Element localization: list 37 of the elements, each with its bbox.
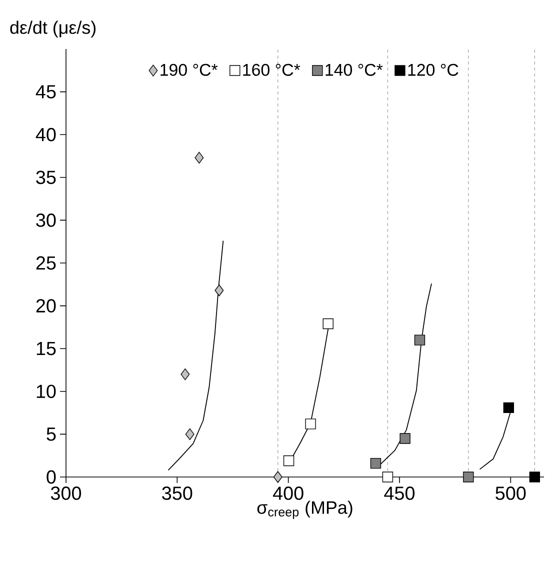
point — [414, 334, 426, 346]
y-tick-label: 45 — [36, 85, 56, 98]
line-series — [168, 240, 224, 471]
point — [463, 472, 474, 482]
point — [370, 458, 382, 469]
point — [305, 418, 316, 430]
y-tick-label: 30 — [36, 213, 56, 227]
legend-label: 120 °C — [408, 64, 458, 76]
point — [273, 471, 282, 483]
y-tick-label: 10 — [36, 384, 56, 398]
y-tick-label: 40 — [36, 128, 56, 142]
x-tick-label: 500 — [496, 486, 526, 500]
point — [214, 284, 224, 296]
point — [503, 402, 514, 414]
point — [400, 433, 410, 444]
legend-label: 160 °C* — [243, 64, 300, 76]
point — [283, 455, 294, 466]
x-axis-title: σ$_{creep}$ (MPa) — [257, 500, 352, 519]
y-tick-label: 0 — [46, 470, 56, 484]
legend-label: 190 °C* — [160, 64, 218, 76]
point — [194, 152, 204, 164]
y-tick-label: 35 — [36, 170, 56, 184]
point — [382, 472, 394, 482]
y-tick-label: 25 — [36, 256, 56, 270]
point — [185, 428, 194, 440]
legend-label: 140 °C* — [326, 64, 383, 76]
y-tick-label: 20 — [36, 299, 56, 312]
point — [180, 368, 190, 380]
x-tick-label: 400 — [272, 486, 304, 500]
y-axis-title: dε/dt (με/s) — [10, 20, 96, 38]
point — [322, 318, 334, 330]
x-tick-label: 350 — [162, 486, 192, 500]
y-tick-label: 5 — [46, 428, 56, 441]
x-tick-label: 450 — [384, 486, 415, 500]
x-tick-label: 300 — [50, 486, 82, 500]
point — [529, 472, 540, 482]
y-tick-label: 15 — [36, 342, 56, 356]
